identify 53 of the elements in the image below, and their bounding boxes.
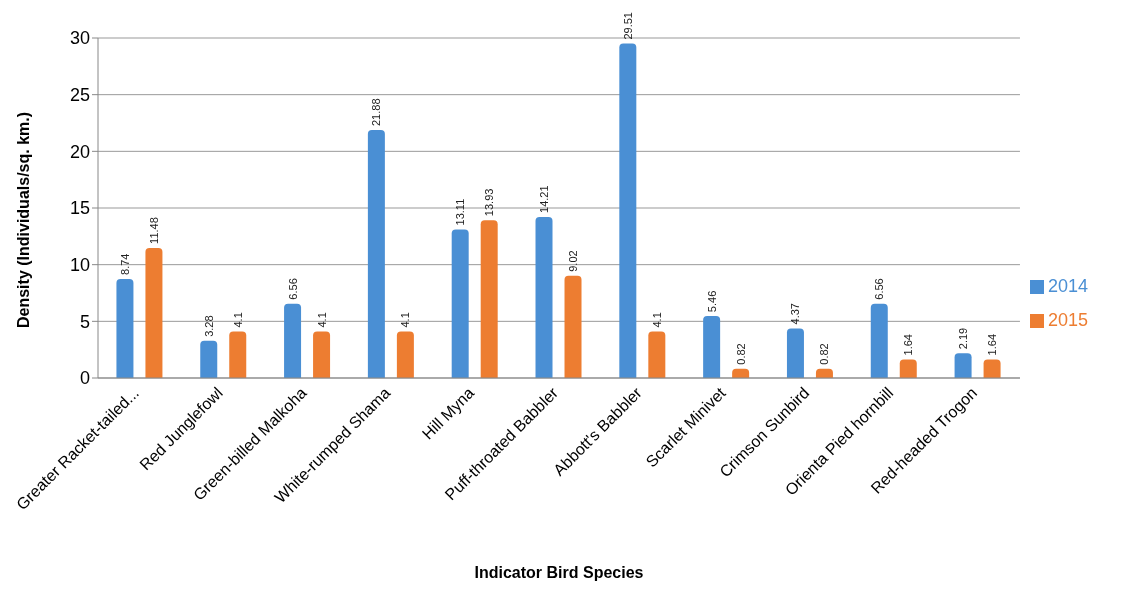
- bar: [648, 331, 666, 378]
- bar: [284, 303, 302, 378]
- bar: [480, 220, 498, 378]
- data-label: 13.11: [454, 198, 467, 226]
- bar: [619, 43, 637, 378]
- bar: [899, 359, 917, 378]
- x-axis-title: Indicator Bird Species: [474, 564, 644, 581]
- y-tick-label: 10: [69, 255, 90, 276]
- y-tick-label: 30: [69, 28, 90, 49]
- data-label: 4.1: [315, 312, 328, 328]
- bar: [367, 130, 385, 378]
- bar: [396, 331, 414, 378]
- bar: [954, 353, 972, 378]
- bar: [703, 316, 721, 378]
- y-axis-title: Density (Individuals/sq. km.): [14, 111, 32, 328]
- data-label: 3.28: [202, 315, 215, 337]
- data-label: 4.1: [650, 312, 663, 328]
- y-tick-label: 25: [69, 85, 90, 106]
- y-tick-label: 15: [69, 198, 90, 219]
- data-label: 21.88: [370, 98, 383, 127]
- bar: [200, 340, 218, 378]
- bar: [564, 275, 582, 378]
- data-label: 0.82: [734, 343, 747, 365]
- data-label: 0.82: [818, 343, 831, 365]
- legend-label: 2014: [1047, 276, 1088, 296]
- bar: [983, 359, 1001, 378]
- data-label: 1.64: [986, 333, 999, 356]
- bar: [145, 247, 163, 378]
- data-label: 8.74: [118, 253, 131, 275]
- bar: [116, 278, 134, 378]
- bar: [451, 229, 469, 378]
- data-label: 1.64: [902, 333, 915, 356]
- data-label: 29.51: [621, 12, 634, 40]
- legend-label: 2015: [1047, 310, 1088, 330]
- bar: [786, 328, 804, 378]
- y-tick-label: 0: [79, 368, 90, 389]
- data-label: 6.56: [873, 278, 886, 300]
- y-tick-label: 20: [69, 141, 90, 162]
- data-label: 4.37: [789, 303, 802, 325]
- data-label: 2.19: [957, 327, 970, 350]
- data-label: 9.02: [567, 250, 580, 272]
- y-tick-label: 5: [79, 311, 90, 332]
- bar: [229, 331, 247, 378]
- data-label: 14.21: [538, 185, 551, 213]
- data-label: 5.46: [705, 290, 718, 313]
- bar: [535, 216, 553, 378]
- data-label: 13.93: [483, 188, 496, 217]
- data-label: 4.1: [231, 312, 244, 328]
- bar: [870, 303, 888, 378]
- data-label: 11.48: [147, 217, 160, 244]
- data-label: 6.56: [286, 278, 299, 300]
- data-label: 4.1: [399, 312, 412, 328]
- bar: [313, 331, 331, 378]
